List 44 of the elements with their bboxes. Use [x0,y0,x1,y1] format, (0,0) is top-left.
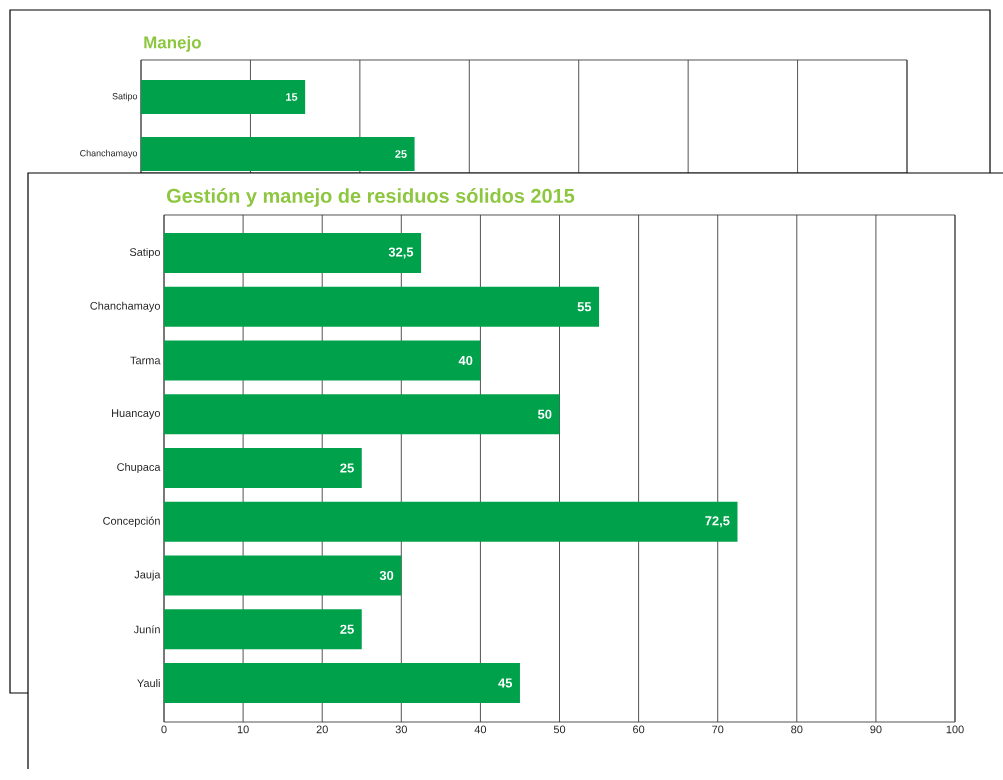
bar [164,501,738,542]
bar [164,286,600,327]
x-tick-label: 60 [633,725,645,734]
bar [164,555,402,596]
bar [164,448,362,488]
data-label: 72,5 [705,516,730,528]
x-tick-label: 100 [946,725,964,734]
x-tick-label: 70 [712,725,724,734]
x-tick-label: 30 [395,725,407,734]
data-label: 32,5 [388,247,414,259]
chart-title: Manejo [144,36,201,52]
x-tick-label: 90 [870,725,882,734]
y-tick-label: Junín [133,625,160,634]
data-label: 55 [577,302,592,312]
y-tick-label: Concepción [103,516,160,527]
y-tick-label: Chanchamayo [90,301,160,312]
data-label: 25 [340,624,354,634]
x-tick-label: 80 [791,725,803,734]
y-tick-label: Satipo [129,247,161,259]
bar [164,340,481,381]
x-tick-label: 50 [553,725,566,734]
data-label: 25 [395,150,407,158]
y-tick-label: Chanchamayo [80,149,138,159]
y-tick-label: Huancayo [112,409,160,420]
data-label: 50 [537,409,552,419]
y-tick-label: Tarma [130,356,161,365]
data-label: 40 [458,355,473,366]
x-tick-label: 40 [474,725,487,734]
data-label: 30 [379,570,394,581]
bar [164,609,362,650]
y-tick-label: Satipo [112,92,138,102]
data-label: 25 [340,463,354,473]
y-tick-label: Jauja [134,570,161,581]
x-tick-label: 0 [161,725,167,734]
y-tick-label: Chupaca [117,462,161,474]
bar [164,233,422,273]
chart-title: Gestión y manejo de residuos sólidos 2015 [167,188,575,207]
data-label: 45 [498,678,513,688]
bar [164,663,520,703]
y-tick-label: Yauli [137,678,160,688]
bar [164,394,560,435]
data-label: 15 [286,93,298,101]
x-tick-label: 20 [316,725,328,734]
x-tick-label: 10 [237,725,249,734]
